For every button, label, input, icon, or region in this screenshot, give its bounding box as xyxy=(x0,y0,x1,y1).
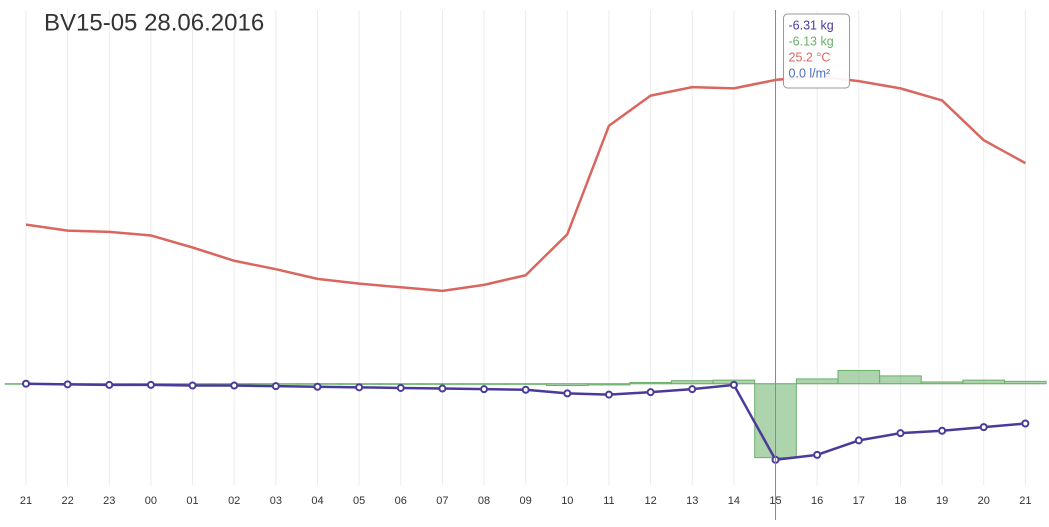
bar xyxy=(504,383,547,385)
marks xyxy=(4,75,1047,464)
x-tick-label: 18 xyxy=(894,495,906,507)
bar xyxy=(587,383,631,386)
point xyxy=(105,380,114,389)
x-tick-label: 08 xyxy=(478,495,490,507)
x-tick-label: 10 xyxy=(561,495,573,507)
point xyxy=(438,384,447,393)
bar xyxy=(421,383,464,385)
tooltip-line: 0.0 l/m² xyxy=(789,66,831,80)
bar xyxy=(629,382,672,385)
point xyxy=(1021,419,1030,428)
x-tick-label: 09 xyxy=(520,495,532,507)
bar xyxy=(920,381,964,385)
bar xyxy=(1004,380,1047,385)
point xyxy=(63,380,72,389)
x-tick-label: 22 xyxy=(62,495,74,507)
x-tick-label: 04 xyxy=(311,495,323,507)
point xyxy=(604,390,613,399)
point xyxy=(521,385,530,394)
x-tick-label: 20 xyxy=(978,495,990,507)
x-tick-label: 03 xyxy=(270,495,282,507)
x-tick-label: 06 xyxy=(395,495,407,507)
x-tick-label: 05 xyxy=(353,495,365,507)
chart-title: BV15-05 28.06.2016 xyxy=(44,9,264,36)
x-tick-label: 16 xyxy=(811,495,823,507)
tooltip-box xyxy=(783,13,851,89)
x-tick-label: 17 xyxy=(853,495,865,507)
x-tick-label: 01 xyxy=(186,495,198,507)
grid xyxy=(6,10,1043,485)
x-tick-label: 14 xyxy=(728,495,740,507)
tooltip-line: -6.13 kg xyxy=(789,34,834,48)
tooltip-line: -6.31 kg xyxy=(789,18,834,32)
bar xyxy=(670,380,714,385)
point xyxy=(355,383,364,392)
point xyxy=(646,388,655,397)
x-tick-label: 00 xyxy=(145,495,157,507)
point xyxy=(271,382,280,391)
point xyxy=(230,381,239,390)
x-tick-label: 21 xyxy=(1019,495,1031,507)
tooltip: -6.31 kg -6.13 kg 25.2 °C 0.0 l/m² xyxy=(783,13,851,89)
point xyxy=(396,383,405,392)
point xyxy=(688,385,697,394)
x-tick-label: 21 xyxy=(20,495,32,507)
x-tick-label: 19 xyxy=(936,495,948,507)
x-tick-label: 13 xyxy=(686,495,698,507)
bar xyxy=(795,378,839,385)
bar xyxy=(962,379,1006,385)
x-tick-label: 02 xyxy=(228,495,240,507)
bar xyxy=(879,375,922,385)
point xyxy=(813,450,822,459)
bar xyxy=(837,369,881,385)
bar xyxy=(462,383,506,385)
point xyxy=(979,423,988,432)
point xyxy=(22,379,30,388)
point xyxy=(313,382,322,391)
point xyxy=(938,426,947,435)
line xyxy=(25,75,1026,293)
point xyxy=(563,389,572,398)
x-tick-label: 23 xyxy=(103,495,115,507)
x-tick-label: 11 xyxy=(603,495,614,507)
point xyxy=(896,429,905,438)
point xyxy=(188,381,197,390)
tooltip-line: 25.2 °C xyxy=(789,50,831,64)
x-tick-label: 07 xyxy=(436,495,448,507)
point xyxy=(854,436,863,445)
point xyxy=(146,380,155,389)
bar xyxy=(546,383,589,387)
point xyxy=(729,380,738,389)
point xyxy=(480,385,489,394)
x-tick-label: 12 xyxy=(644,495,656,507)
